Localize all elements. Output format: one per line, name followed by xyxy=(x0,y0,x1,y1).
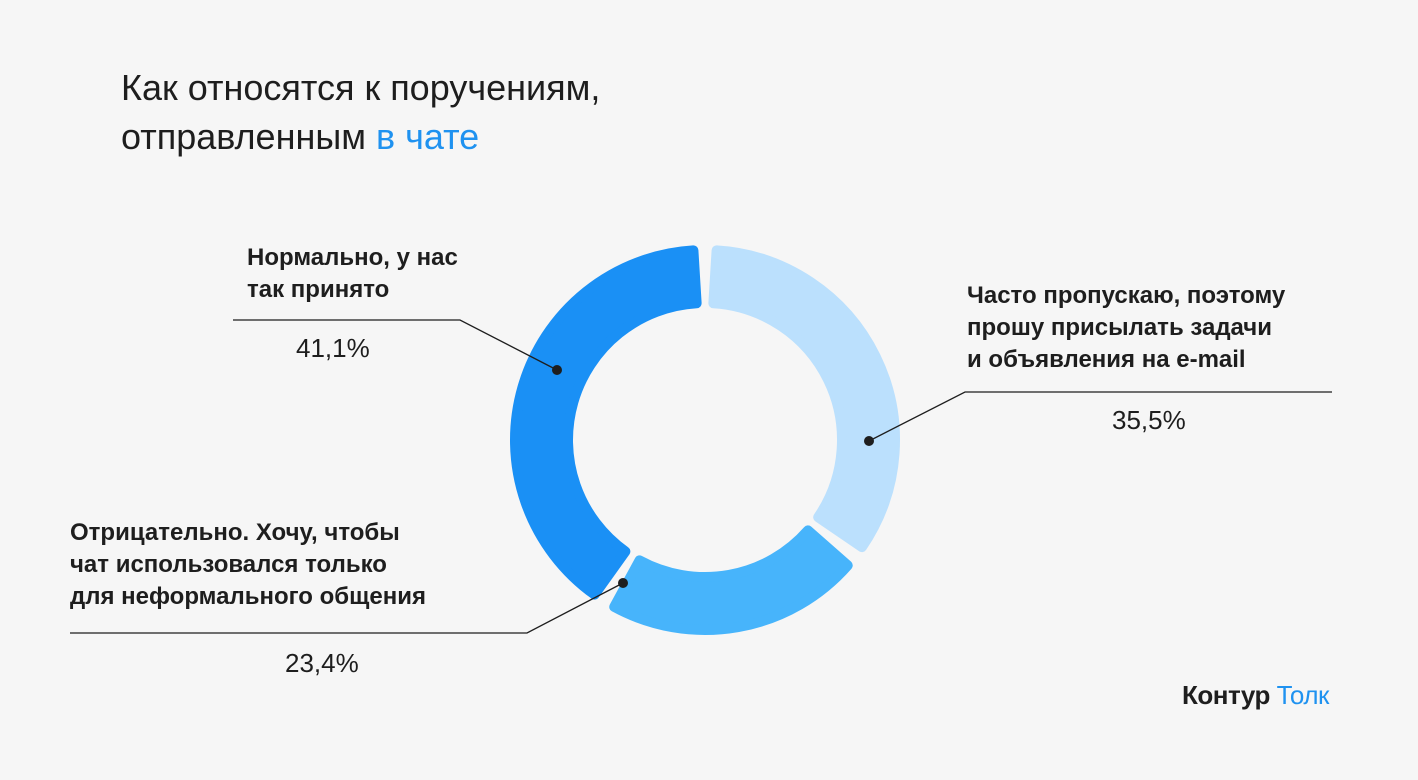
slice-often xyxy=(708,245,900,553)
leader-normal-dot xyxy=(552,365,562,375)
logo-kontur-tolk: Контур Толк xyxy=(1182,680,1329,711)
logo-brand: Контур xyxy=(1182,680,1270,710)
donut-slices xyxy=(510,245,900,635)
label-normal: Нормально, у нас так принято xyxy=(247,244,458,303)
label-often: Часто пропускаю, поэтому прошу присылать… xyxy=(967,282,1286,373)
title-line-1: Как относятся к поручениям, xyxy=(121,67,601,108)
slice-negative xyxy=(609,525,853,635)
slice-normal xyxy=(510,245,702,600)
value-negative: 23,4% xyxy=(285,648,359,678)
leader-lines xyxy=(70,319,1332,634)
value-often: 35,5% xyxy=(1112,405,1186,435)
title-accent: в чате xyxy=(375,116,480,157)
title-line-2: отправленным xyxy=(121,116,376,157)
leader-often xyxy=(868,391,1332,442)
logo-product: Толк xyxy=(1276,680,1330,710)
value-normal: 41,1% xyxy=(296,333,370,363)
leader-negative xyxy=(70,582,624,634)
leader-often-dot xyxy=(864,436,874,446)
chart-title: Как относятся к поручениям, отправленным … xyxy=(121,63,600,161)
leader-normal xyxy=(233,319,558,371)
label-negative: Отрицательно. Хочу, чтобы чат использова… xyxy=(70,519,426,610)
leader-negative-dot xyxy=(618,578,628,588)
